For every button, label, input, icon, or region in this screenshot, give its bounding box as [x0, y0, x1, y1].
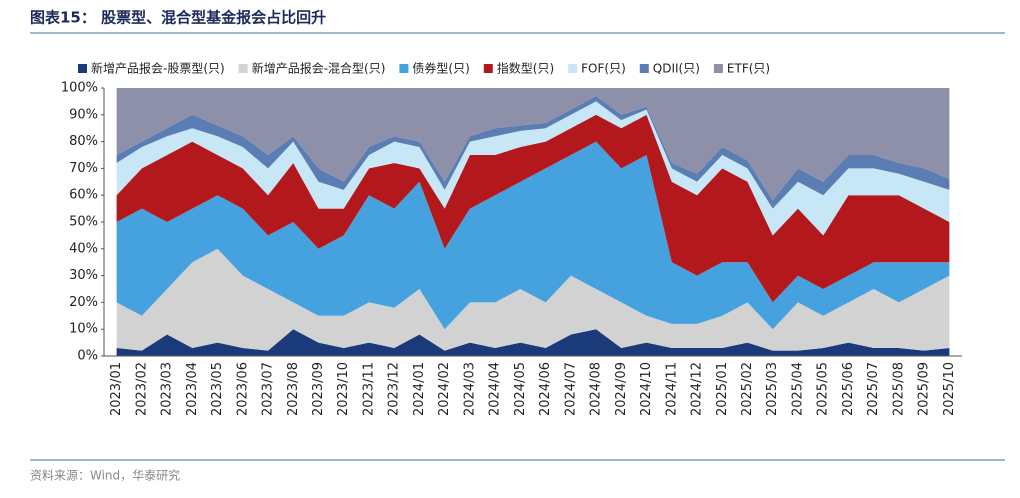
x-tick-label: 2024/09 — [614, 362, 629, 416]
x-tick-label: 2024/12 — [690, 362, 705, 416]
area — [116, 114, 950, 303]
y-tick-label: 40% — [69, 241, 98, 256]
x-tick-label: 2023/02 — [134, 362, 149, 416]
legend-swatch — [483, 64, 493, 73]
legend-label: FOF(只) — [581, 62, 626, 76]
area — [116, 141, 950, 330]
y-tick-label: 80% — [69, 134, 98, 149]
y-tick-label: 0% — [77, 349, 98, 364]
legend-swatch — [78, 64, 87, 73]
x-tick-label: 2025/10 — [942, 362, 957, 416]
area — [116, 329, 950, 356]
x-tick-label: 2023/11 — [361, 362, 376, 416]
legend-label: ETF(只) — [727, 62, 770, 76]
x-tick-label: 2023/09 — [311, 362, 326, 416]
x-tick-label: 2024/11 — [664, 362, 679, 416]
x-tick-label: 2023/05 — [210, 362, 225, 416]
x-tick-label: 2023/03 — [160, 362, 175, 416]
x-tick-label: 2025/06 — [841, 362, 856, 416]
legend-label: 新增产品报会-股票型(只) — [91, 61, 225, 76]
x-tick-label: 2024/04 — [488, 362, 503, 416]
x-tick-label: 2023/12 — [387, 362, 402, 416]
y-tick-label: 30% — [69, 268, 98, 283]
y-tick-label: 70% — [69, 161, 98, 176]
y-tick-label: 50% — [69, 215, 98, 230]
x-tick-label: 2024/10 — [639, 362, 654, 416]
y-tick-label: 90% — [69, 107, 98, 122]
x-tick-label: 2025/09 — [917, 362, 932, 416]
area — [116, 96, 950, 209]
x-tick-label: 2024/08 — [589, 362, 604, 416]
x-tick-label: 2024/01 — [412, 362, 427, 416]
x-tick-label: 2025/01 — [715, 362, 730, 416]
x-tick-label: 2024/06 — [538, 362, 553, 416]
area — [116, 101, 950, 236]
x-tick-label: 2023/08 — [286, 362, 301, 416]
x-tick-label: 2025/03 — [765, 362, 780, 416]
x-tick-label: 2024/02 — [437, 362, 452, 416]
x-tick-label: 2025/08 — [891, 362, 906, 416]
area — [116, 248, 950, 351]
legend-label: QDII(只) — [653, 62, 700, 76]
x-tick-label: 2024/05 — [513, 362, 528, 416]
x-tick-label: 2025/02 — [740, 362, 755, 416]
legend-label: 新增产品报会-混合型(只) — [252, 61, 386, 76]
legend-label: 债券型(只) — [412, 61, 469, 76]
y-tick-label: 10% — [69, 322, 98, 337]
legend-swatch — [238, 64, 248, 73]
x-tick-label: 2025/07 — [866, 362, 881, 416]
x-tick-label: 2025/05 — [816, 362, 831, 416]
legend-swatch — [399, 64, 409, 73]
source: 资料来源：Wind，华泰研究 — [30, 468, 180, 483]
legend-swatch — [639, 64, 649, 73]
area — [116, 88, 950, 201]
x-tick-label: 2024/07 — [563, 362, 578, 416]
x-tick-label: 2023/04 — [185, 362, 200, 416]
legend-swatch — [568, 64, 578, 73]
x-tick-label: 2024/03 — [462, 362, 477, 416]
x-tick-label: 2023/10 — [336, 362, 351, 416]
x-tick-label: 2023/06 — [235, 362, 250, 416]
chart-title: 图表15： 股票型、混合型基金报会占比回升 — [30, 9, 326, 27]
legend-label: 指数型(只) — [497, 61, 554, 76]
y-tick-label: 20% — [69, 295, 98, 310]
legend-swatch — [713, 64, 723, 73]
x-tick-label: 2023/01 — [109, 362, 124, 416]
y-tick-label: 100% — [61, 81, 98, 96]
x-tick-label: 2025/04 — [790, 362, 805, 416]
x-tick-label: 2023/07 — [261, 362, 276, 416]
y-tick-label: 60% — [69, 188, 98, 203]
